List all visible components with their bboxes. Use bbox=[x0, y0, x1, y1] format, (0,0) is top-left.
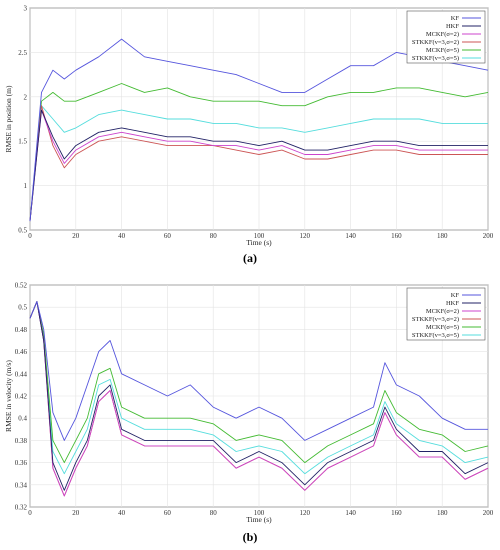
series-line bbox=[29, 301, 489, 475]
legend-label: STKKF(v=3,σ=2) bbox=[412, 316, 459, 323]
x-tick-label: 40 bbox=[118, 509, 126, 517]
ticks-b: 0 20 40 60 80 100 120 140 160 180 200 0.32 0.34 0.36 0… bbox=[15, 282, 494, 518]
series-line bbox=[29, 301, 488, 441]
x-tick-label: 160 bbox=[391, 232, 402, 240]
legend-label: KF bbox=[451, 292, 460, 299]
legend-label: STKKF(v=3,σ=5) bbox=[412, 55, 459, 62]
x-tick-label: 140 bbox=[345, 232, 356, 240]
x-axis-label-b: Time (s) bbox=[246, 515, 272, 524]
legend-label: HKF bbox=[446, 300, 459, 307]
y-tick-label: 0.52 bbox=[15, 282, 28, 290]
x-tick-label: 160 bbox=[391, 509, 402, 517]
x-tick-label: 140 bbox=[345, 509, 356, 517]
legend-box bbox=[406, 287, 486, 341]
series-group-b bbox=[29, 301, 489, 497]
x-tick-label: 20 bbox=[72, 232, 80, 240]
series-line bbox=[29, 301, 489, 497]
x-tick-label: 80 bbox=[210, 509, 218, 517]
x-tick-label: 180 bbox=[437, 232, 448, 240]
y-tick-label: 0.48 bbox=[15, 326, 28, 334]
y-tick-label: 3 bbox=[24, 5, 28, 13]
x-tick-label: 0 bbox=[28, 509, 32, 517]
legend-label: KF bbox=[451, 15, 460, 22]
series-group-a bbox=[29, 38, 489, 222]
caption-a: (a) bbox=[243, 251, 257, 265]
y-tick-label: 0.5 bbox=[18, 227, 27, 235]
legend-label: MCKF(σ=2) bbox=[426, 31, 459, 38]
y-tick-label: 1 bbox=[24, 182, 28, 190]
legend-label: HKF bbox=[446, 23, 459, 30]
series-line bbox=[29, 105, 488, 222]
x-axis-label-a: Time (s) bbox=[246, 238, 272, 247]
x-tick-label: 0 bbox=[28, 232, 32, 240]
chart-panel-a: 0 20 40 60 80 100 120 140 160 180 2000.511.522.53 … bbox=[4, 5, 494, 266]
x-tick-label: 100 bbox=[254, 509, 265, 517]
series-line bbox=[29, 105, 488, 222]
legend-label: STKKF(v=3,σ=5) bbox=[412, 332, 459, 339]
grid-b bbox=[29, 284, 489, 508]
chart-panel-b: 0 20 40 60 80 100 120 140 160 180 200 0.32 0.34 0.36 0… bbox=[4, 282, 494, 545]
caption-b: (b) bbox=[243, 530, 258, 544]
legend-b: KFHKFMCKF(σ=2)STKKF(v=3,σ=2)MCKF(σ=5)STK… bbox=[406, 287, 486, 341]
y-tick-label: 0.5 bbox=[18, 304, 27, 312]
legend-label: MCKF(σ=2) bbox=[426, 308, 459, 315]
x-tick-label: 20 bbox=[72, 509, 80, 517]
series-line bbox=[29, 109, 488, 222]
legend-a: KFHKFMCKF(σ=2)STKKF(v=3,σ=2)MCKF(σ=5)STK… bbox=[406, 10, 486, 64]
y-tick-label: 0.38 bbox=[15, 437, 28, 445]
x-tick-label: 120 bbox=[300, 509, 311, 517]
y-tick-label: 0.4 bbox=[18, 415, 27, 423]
x-tick-label: 100 bbox=[254, 232, 265, 240]
series-line bbox=[29, 301, 489, 491]
x-tick-label: 80 bbox=[210, 232, 218, 240]
x-tick-label: 40 bbox=[118, 232, 126, 240]
ticks-a: 0 20 40 60 80 100 120 140 160 180 200 0.5 1 1.5 2 2.5 3 bbox=[18, 5, 494, 241]
x-tick-label: 60 bbox=[164, 509, 172, 517]
series-line bbox=[29, 109, 488, 222]
legend-label: STKKF(v=3,σ=2) bbox=[412, 39, 459, 46]
series-line bbox=[29, 38, 489, 222]
x-tick-label: 200 bbox=[483, 509, 494, 517]
x-tick-label: 200 bbox=[483, 232, 494, 240]
legend-box bbox=[406, 10, 486, 64]
y-tick-label: 0.46 bbox=[15, 348, 28, 356]
y-tick-label: 0.34 bbox=[15, 481, 28, 489]
y-tick-label: 2 bbox=[24, 93, 28, 101]
series-line bbox=[29, 83, 489, 222]
legend-label: MCKF(σ=5) bbox=[426, 47, 459, 54]
y-tick-label: 0.44 bbox=[15, 370, 28, 378]
y-axis-label-a: RMSE in position (m) bbox=[4, 85, 13, 152]
y-tick-label: 0.42 bbox=[15, 393, 28, 401]
x-tick-label: 120 bbox=[300, 232, 311, 240]
y-tick-label: 0.32 bbox=[15, 504, 28, 512]
y-tick-label: 2.5 bbox=[18, 49, 27, 57]
y-tick-label: 1.5 bbox=[18, 138, 27, 146]
x-tick-label: 180 bbox=[437, 509, 448, 517]
y-tick-label: 0.36 bbox=[15, 459, 28, 467]
y-axis-label-b: RMSE in velocity (m/s) bbox=[4, 360, 13, 432]
legend-label: MCKF(σ=5) bbox=[426, 324, 459, 331]
series-line bbox=[29, 301, 489, 464]
x-tick-label: 60 bbox=[164, 232, 172, 240]
